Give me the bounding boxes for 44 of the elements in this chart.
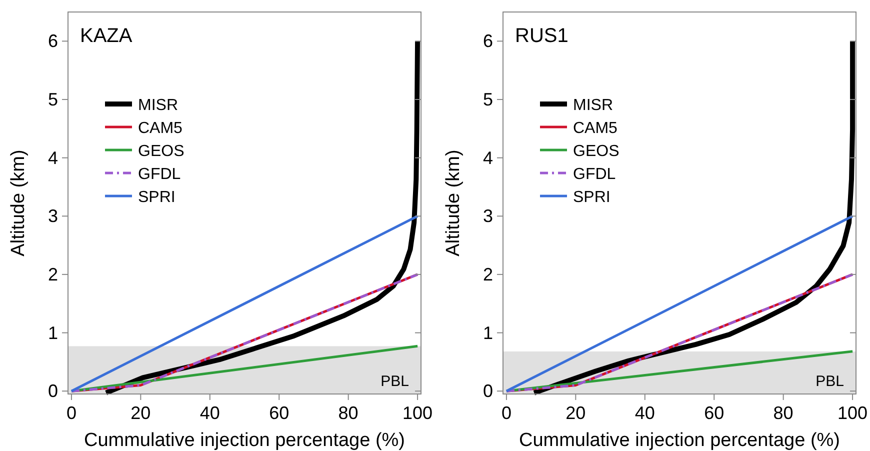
y-tick-label: 3: [48, 206, 58, 226]
x-tick-label: 40: [634, 403, 655, 423]
x-tick-label: 20: [566, 403, 586, 423]
legend-label: GEOS: [573, 143, 620, 160]
x-tick-label: 80: [338, 403, 358, 423]
y-tick-label: 6: [482, 31, 493, 52]
y-tick-label: 1: [48, 322, 58, 343]
x-tick-label: 100: [838, 403, 868, 423]
legend-label: MISR: [138, 97, 178, 114]
x-axis-title: Cummulative injection percentage (%): [84, 430, 406, 451]
legend-label: SPRI: [138, 189, 176, 206]
legend-label: CAM5: [138, 120, 183, 137]
band-label: PBL: [816, 373, 844, 390]
y-tick-label: 1: [482, 322, 493, 343]
x-tick-label: 60: [269, 403, 290, 423]
legend-label: GEOS: [138, 143, 184, 160]
y-tick-label: 5: [48, 89, 58, 110]
legend-label: SPRI: [573, 189, 610, 206]
legend-label: MISR: [573, 97, 613, 114]
y-tick-label: 0: [482, 381, 493, 402]
text: KAZA: [80, 25, 133, 47]
text: RUS1: [515, 25, 568, 47]
y-tick-label: 4: [482, 148, 493, 168]
legend-label: GFDL: [138, 166, 181, 183]
x-tick-label: 0: [501, 403, 512, 423]
x-tick-label: 80: [773, 403, 794, 423]
y-tick-label: 3: [482, 206, 493, 226]
x-tick-label: 0: [66, 403, 76, 423]
y-axis-title: Altitude (km): [8, 150, 29, 256]
y-tick-label: 0: [48, 381, 58, 402]
x-tick-label: 100: [402, 403, 433, 423]
y-tick-label: 4: [48, 148, 58, 168]
legend-label: CAM5: [573, 120, 618, 137]
y-tick-label: 5: [482, 89, 493, 110]
x-tick-label: 60: [704, 403, 724, 423]
x-axis-title: Cummulative injection percentage (%): [518, 430, 840, 451]
y-tick-label: 2: [482, 264, 493, 284]
x-tick-label: 40: [200, 403, 220, 423]
x-tick-label: 20: [130, 403, 151, 423]
y-tick-label: 2: [48, 264, 58, 284]
y-tick-label: 6: [48, 31, 58, 52]
band-label: PBL: [380, 373, 409, 390]
y-axis-title: Altitude (km): [443, 150, 464, 256]
legend-label: GFDL: [573, 166, 616, 183]
